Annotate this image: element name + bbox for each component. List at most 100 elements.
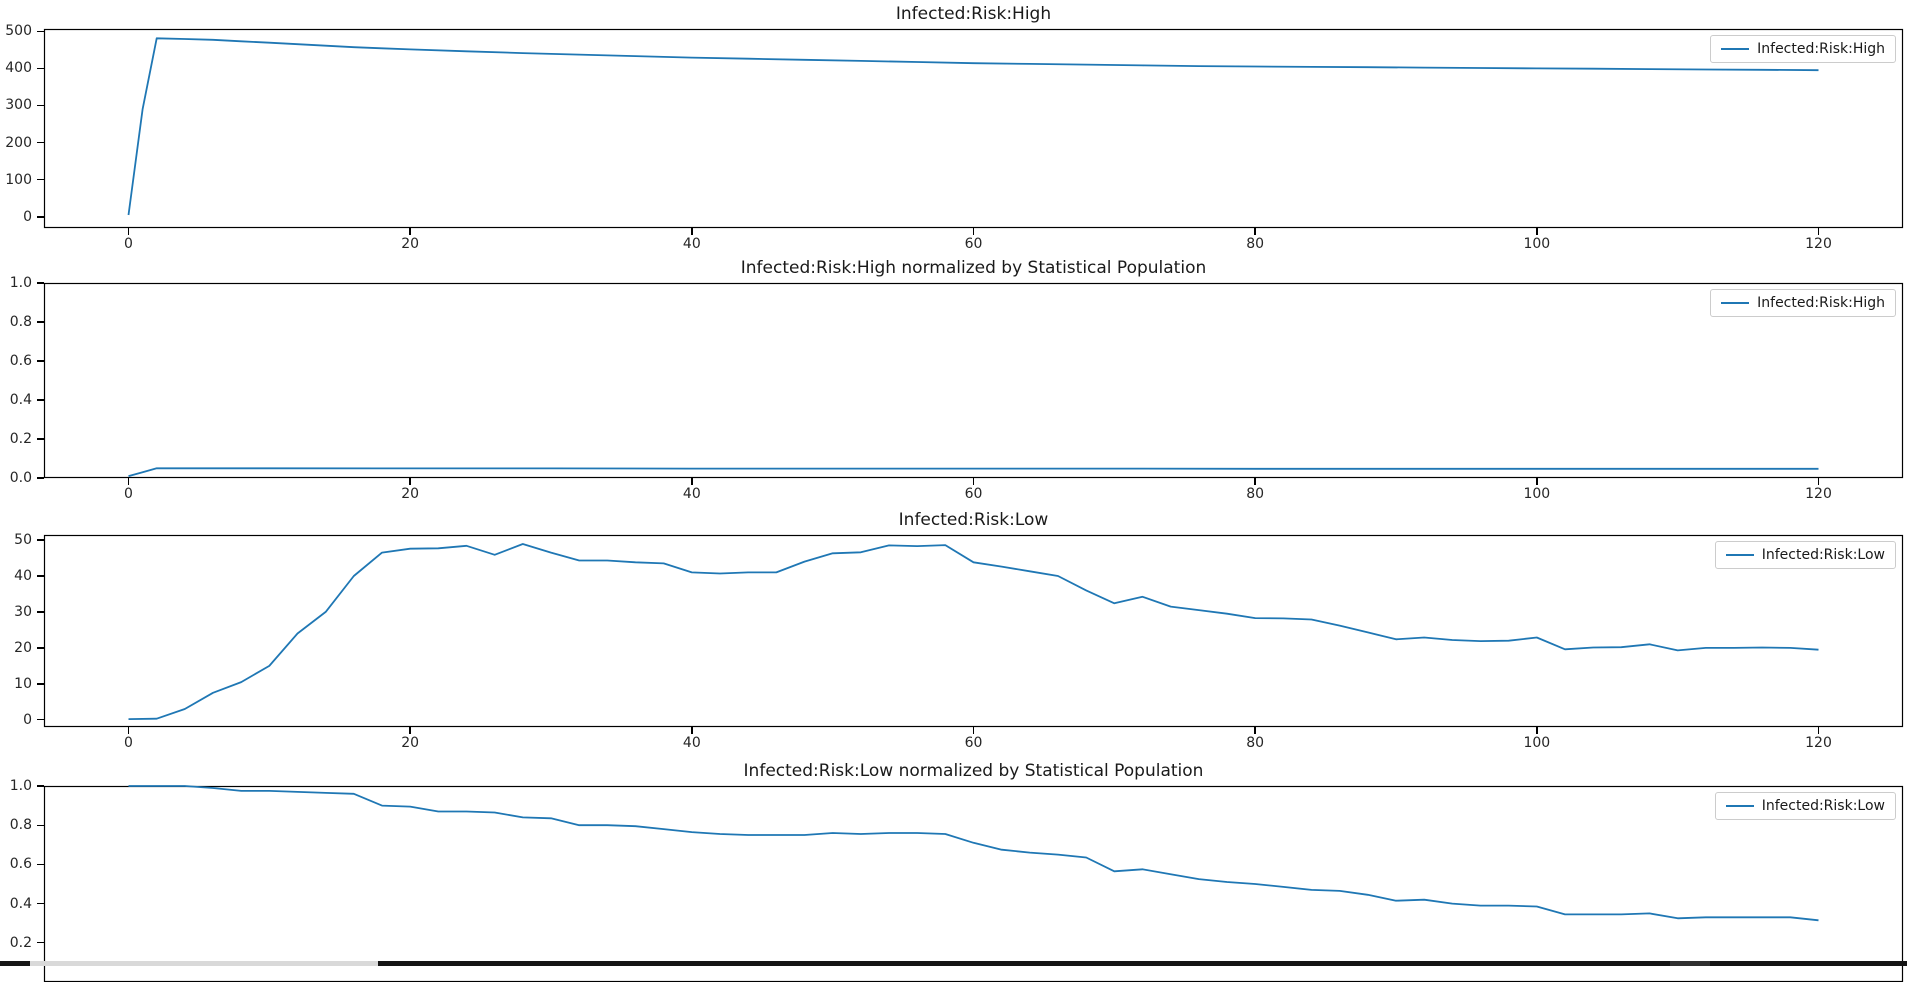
chart-title: Infected:Risk:High normalized by Statist… xyxy=(740,258,1207,278)
x-tick-label: 60 xyxy=(964,236,983,252)
x-tick-mark xyxy=(127,478,130,485)
chart-title: Infected:Risk:High xyxy=(895,4,1052,24)
plot-area xyxy=(43,785,1904,982)
y-tick-label: 10 xyxy=(14,675,32,692)
y-tick-mark xyxy=(37,683,44,685)
plot-area xyxy=(43,282,1904,479)
x-tick-mark xyxy=(409,228,411,235)
x-tick-mark xyxy=(1254,228,1256,235)
y-tick-label: 50 xyxy=(14,532,32,549)
y-tick-label: 0.2 xyxy=(9,431,32,447)
y-tick-mark xyxy=(37,539,44,541)
y-tick-label: 100 xyxy=(5,171,32,188)
y-tick-label: 0.4 xyxy=(9,392,32,408)
x-tick-mark xyxy=(972,727,975,734)
bottom-strip-segment xyxy=(0,961,30,966)
x-tick-label: 0 xyxy=(124,486,133,502)
plot-area xyxy=(43,28,1904,229)
x-tick-label: 60 xyxy=(964,735,983,751)
x-tick-label: 40 xyxy=(682,486,701,502)
y-tick-mark xyxy=(37,647,44,649)
y-tick-mark xyxy=(37,67,44,70)
y-tick-mark xyxy=(37,719,44,721)
y-tick-label: 30 xyxy=(14,603,32,620)
y-tick-label: 0.6 xyxy=(9,353,32,369)
y-tick-mark xyxy=(37,902,44,905)
x-tick-mark xyxy=(1817,478,1820,485)
y-tick-mark xyxy=(37,611,44,613)
bottom-strip-segment xyxy=(1670,961,1710,966)
chart-infected-risk-low-normalized: Infected:Risk:Low normalized by Statisti… xyxy=(10,761,1904,982)
x-tick-mark xyxy=(691,727,693,734)
x-tick-mark xyxy=(1817,228,1820,235)
y-tick-mark xyxy=(37,282,44,284)
chart-infected-risk-high-normalized: Infected:Risk:High normalized by Statist… xyxy=(10,258,1904,501)
y-tick-mark xyxy=(37,438,44,440)
x-tick-label: 40 xyxy=(682,735,701,751)
y-tick-mark xyxy=(37,141,44,144)
bottom-strip-segment xyxy=(378,961,1907,966)
legend-label: Infected:Risk:Low xyxy=(1761,798,1885,814)
chart-title: Infected:Risk:Low normalized by Statisti… xyxy=(743,761,1204,781)
y-tick-label: 0.8 xyxy=(9,817,32,834)
y-tick-label: 0.6 xyxy=(9,856,32,873)
legend: Infected:Risk:Low xyxy=(1714,541,1896,569)
legend: Infected:Risk:High xyxy=(1710,35,1896,63)
y-tick-label: 0 xyxy=(23,711,32,728)
y-tick-label: 0.4 xyxy=(9,895,32,912)
chart-infected-risk-high: Infected:Risk:High Infected:Risk:High 0 1… xyxy=(5,4,1904,251)
x-tick-label: 120 xyxy=(1805,236,1832,252)
y-tick-label: 1.0 xyxy=(9,275,32,291)
x-tick-mark xyxy=(127,228,130,235)
x-tick-mark xyxy=(1254,478,1256,485)
x-tick-mark xyxy=(972,228,975,235)
y-tick-mark xyxy=(37,785,44,787)
y-tick-mark xyxy=(37,360,44,362)
x-tick-label: 60 xyxy=(964,486,983,502)
x-tick-mark xyxy=(972,478,975,485)
y-tick-label: 20 xyxy=(14,639,32,656)
y-tick-label: 300 xyxy=(5,97,32,114)
legend: Infected:Risk:Low xyxy=(1714,792,1896,820)
x-tick-label: 0 xyxy=(124,735,133,751)
x-tick-label: 120 xyxy=(1805,735,1832,751)
x-tick-label: 80 xyxy=(1246,735,1265,751)
legend-line-sample xyxy=(1721,48,1750,50)
y-tick-label: 200 xyxy=(5,134,32,151)
y-tick-mark xyxy=(37,477,44,479)
x-tick-label: 80 xyxy=(1246,486,1265,502)
bottom-strip-segment xyxy=(30,961,378,966)
y-tick-mark xyxy=(37,824,44,826)
y-tick-mark xyxy=(37,399,44,401)
chart-title: Infected:Risk:Low xyxy=(898,510,1049,530)
x-tick-label: 20 xyxy=(401,486,420,502)
x-tick-mark xyxy=(1817,727,1820,734)
x-tick-mark xyxy=(127,727,130,734)
plot-area xyxy=(43,534,1904,728)
y-tick-mark xyxy=(37,179,44,181)
bottom-edge-window-sliver xyxy=(0,961,1907,966)
x-tick-mark xyxy=(409,727,411,734)
x-tick-mark xyxy=(1536,727,1538,734)
x-tick-mark xyxy=(691,478,693,485)
chart-infected-risk-low: Infected:Risk:Low Infected:Risk:Low 0 10 2… xyxy=(14,510,1904,750)
y-tick-mark xyxy=(37,104,44,107)
x-tick-label: 20 xyxy=(401,236,420,252)
x-tick-label: 20 xyxy=(401,735,420,751)
y-tick-label: 400 xyxy=(5,60,32,77)
y-tick-mark xyxy=(37,863,44,866)
x-tick-label: 120 xyxy=(1805,486,1832,502)
x-tick-mark xyxy=(1536,228,1538,235)
x-tick-label: 100 xyxy=(1523,486,1551,502)
x-tick-label: 80 xyxy=(1246,236,1265,252)
y-tick-mark xyxy=(37,321,44,323)
x-tick-mark xyxy=(409,478,411,485)
legend: Infected:Risk:High xyxy=(1710,289,1896,317)
x-tick-mark xyxy=(691,228,693,235)
x-tick-mark xyxy=(1536,478,1538,485)
y-tick-mark xyxy=(37,30,44,32)
y-tick-label: 1.0 xyxy=(9,778,32,794)
y-tick-label: 0 xyxy=(23,208,32,225)
y-tick-mark xyxy=(37,942,44,944)
